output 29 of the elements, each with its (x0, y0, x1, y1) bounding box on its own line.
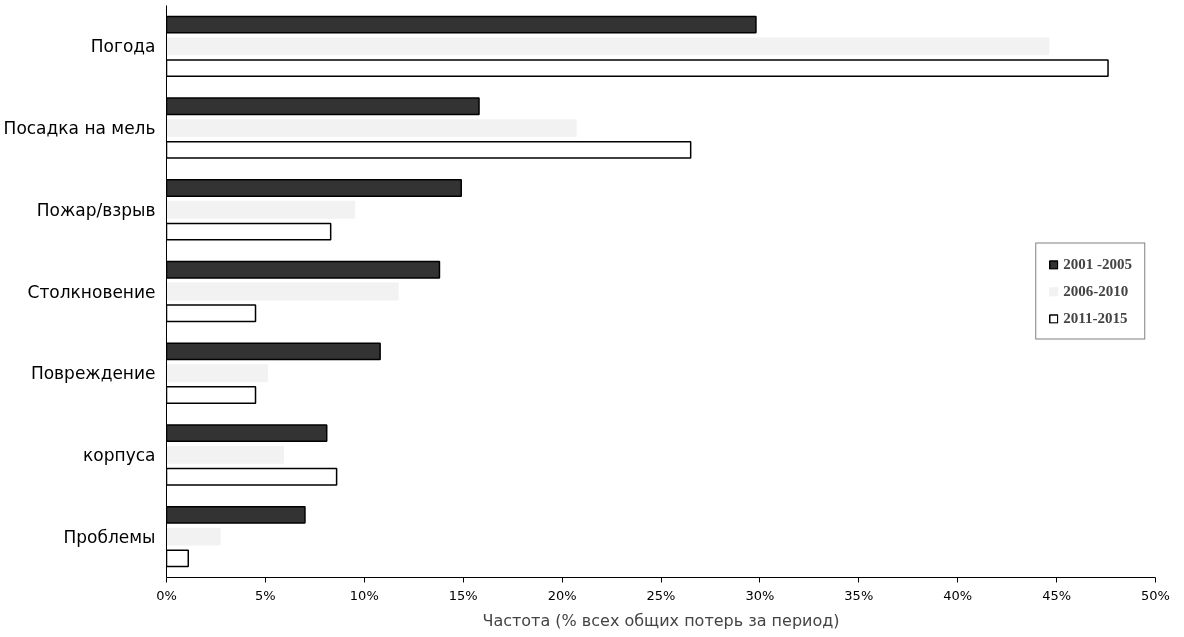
x-tick-label: 25% (646, 587, 676, 603)
legend-label: 2006-2010 (1063, 282, 1129, 300)
y-tick-label: Проблемы (63, 526, 156, 547)
bar (166, 37, 1050, 56)
x-tick-label: 35% (844, 587, 874, 603)
x-tick-label: 50% (1141, 587, 1170, 603)
x-axis-title: Частота (% всех общих потерь за период) (482, 610, 840, 630)
bar (166, 527, 221, 546)
x-tick-label: 10% (349, 587, 379, 603)
bar (166, 282, 399, 301)
x-tick-label: 40% (943, 587, 973, 603)
x-tick-label: 5% (255, 587, 276, 603)
x-tick-label: 30% (745, 587, 775, 603)
y-tick-label: Погода (90, 36, 156, 57)
x-tick-label: 45% (1042, 587, 1072, 603)
bar (166, 446, 284, 464)
y-tick-label: корпуса (83, 444, 156, 465)
bar (166, 364, 269, 383)
x-tick-label: 15% (448, 587, 478, 603)
bar (166, 200, 356, 219)
legend-label: 2001 -2005 (1063, 255, 1132, 273)
bar (166, 119, 577, 137)
legend-label: 2011-2015 (1063, 309, 1128, 327)
y-tick-label: Пожар/взрыв (36, 199, 156, 220)
x-tick-label: 0% (156, 587, 177, 603)
y-tick-label: Столкновение (27, 281, 156, 302)
y-tick-label: Посадка на мель (3, 118, 156, 139)
x-tick-label: 20% (547, 587, 577, 603)
y-tick-label: Повреждение (30, 363, 156, 384)
